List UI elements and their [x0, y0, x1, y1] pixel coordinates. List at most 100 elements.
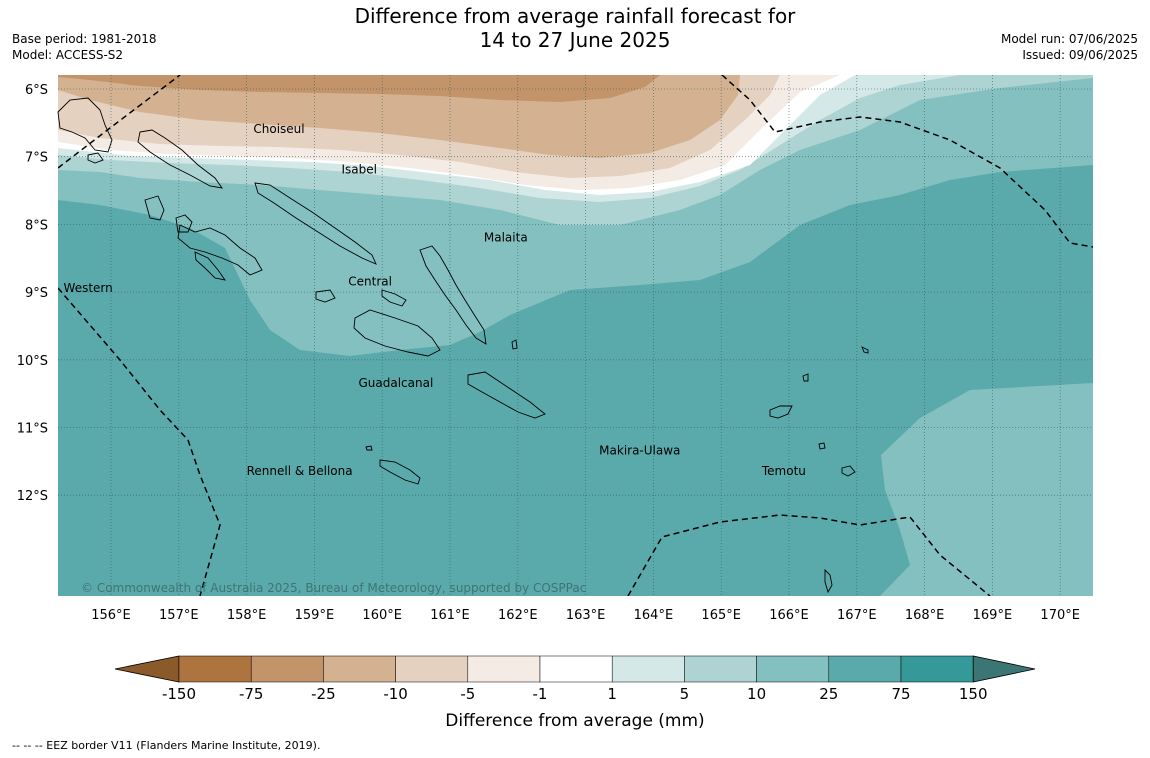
lat-label: 11°S	[17, 422, 48, 437]
island-vella-lavella	[175, 214, 193, 233]
island-santa-cruz	[769, 405, 793, 419]
lon-label: 167°E	[837, 608, 877, 623]
eez-border-northeast	[721, 75, 1093, 248]
island-makira	[467, 371, 546, 419]
colorbar-tick-label: -5	[460, 685, 475, 703]
colorbar-segment	[900, 655, 974, 683]
island-vanikoro	[841, 465, 856, 477]
meta-right: Model run: 07/06/2025 Issued: 09/06/2025	[1001, 31, 1138, 63]
colorbar-tick-label: -25	[311, 685, 336, 703]
rainfall-shading	[58, 75, 1093, 596]
lon-label: 170°E	[1040, 608, 1080, 623]
lon-label: 158°E	[227, 608, 267, 623]
island-bellona	[365, 445, 373, 451]
islands	[57, 97, 869, 594]
island-ulawa	[511, 339, 518, 350]
colorbar-tick-label: 25	[819, 685, 838, 703]
lat-label: 12°S	[17, 489, 48, 504]
band-10-25-southeast	[880, 383, 1093, 596]
island-choiseul	[137, 129, 223, 189]
lon-label: 169°E	[973, 608, 1013, 623]
colorbar-tick-label: 5	[680, 685, 690, 703]
island-new-georgia	[177, 224, 263, 276]
lon-label: 165°E	[701, 608, 741, 623]
region-label: Temotu	[761, 464, 806, 478]
longitude-labels: 156°E 157°E 158°E 159°E 160°E 161°E 162°E 163°E…	[91, 608, 1080, 623]
colorbar-segment	[323, 655, 396, 683]
colorbar-title: Difference from average (mm)	[445, 711, 704, 731]
colorbar-extend-low	[114, 655, 180, 683]
lat-label: 10°S	[17, 354, 48, 369]
issued-date: Issued: 09/06/2025	[1022, 48, 1138, 62]
region-label: Central	[348, 274, 392, 288]
colorbar-segment	[611, 655, 685, 683]
colorbar-tick-label: 75	[891, 685, 910, 703]
meta-left: Base period: 1981-2018 Model: ACCESS-S2	[12, 31, 157, 63]
lon-label: 163°E	[566, 608, 606, 623]
eez-border-south	[627, 514, 991, 596]
eez-borders	[58, 75, 1093, 596]
region-label: Isabel	[342, 163, 377, 177]
region-labels: Choiseul Isabel Malaita Western Central Guada…	[64, 122, 806, 478]
lon-label: 166°E	[769, 608, 809, 623]
latitude-labels: 6°S 7°S 8°S 9°S 10°S 11°S 12°S	[17, 83, 48, 504]
island-ranongga	[144, 195, 165, 221]
title-line-1: Difference from average rainfall forecas…	[354, 4, 796, 28]
colorbar: -150 -75 -25 -10 -5 -1 1 5 10 25 75 150	[114, 655, 1036, 703]
island-rendova	[194, 251, 227, 281]
colorbar-segment	[467, 655, 541, 683]
region-label: Makira-Ulawa	[599, 444, 680, 458]
island-rennell	[379, 459, 421, 485]
colorbar-segment	[250, 655, 324, 683]
colorbar-tick-label: 1	[607, 685, 617, 703]
region-label: Rennell & Bellona	[247, 464, 353, 478]
colorbar-extend-high	[972, 655, 1036, 683]
model-run: Model run: 07/06/2025	[1000, 32, 1138, 46]
model-name: Model: ACCESS-S2	[12, 48, 124, 62]
lat-label: 9°S	[25, 286, 48, 301]
island-russell	[381, 289, 407, 307]
lon-label: 156°E	[91, 608, 131, 623]
lon-label: 160°E	[362, 608, 402, 623]
colorbar-segment	[539, 655, 613, 683]
colorbar-segment	[828, 655, 902, 683]
lat-label: 6°S	[25, 83, 48, 98]
lon-label: 162°E	[498, 608, 538, 623]
lon-label: 168°E	[905, 608, 945, 623]
rainfall-map: 6°S 7°S 8°S 9°S 10°S 11°S 12°S 156°E 157°E 158°E…	[17, 75, 1093, 731]
island-malaita	[419, 245, 487, 345]
colorbar-tick-label: 150	[959, 685, 988, 703]
lon-label: 161°E	[430, 608, 470, 623]
lon-label: 164°E	[634, 608, 674, 623]
island-florida	[315, 289, 336, 303]
region-label: Choiseul	[253, 122, 304, 136]
copyright-text: © Commonwealth of Australia 2025, Bureau…	[81, 581, 586, 595]
region-label: Guadalcanal	[358, 376, 433, 390]
island-bougainville	[57, 97, 113, 153]
region-label: Western	[64, 281, 113, 295]
band-minus75-minus25	[58, 75, 660, 102]
base-period: Base period: 1981-2018	[12, 32, 157, 46]
island-shortland	[87, 152, 104, 164]
colorbar-segment	[756, 655, 830, 683]
chart-title: Difference from average rainfall forecas…	[0, 4, 1150, 52]
region-label: Malaita	[484, 230, 528, 244]
island-guadalcanal	[353, 309, 441, 357]
colorbar-tick-label: 10	[747, 685, 766, 703]
island-reef-islands	[802, 373, 809, 382]
eez-border-west	[58, 287, 221, 596]
title-line-2: 14 to 27 June 2025	[479, 28, 671, 52]
island-isabel	[254, 182, 377, 265]
colorbar-tick-label: -150	[162, 685, 196, 703]
lon-label: 159°E	[295, 608, 335, 623]
colorbar-segment	[395, 655, 469, 683]
lon-label: 157°E	[159, 608, 199, 623]
colorbar-tick-label: -75	[239, 685, 264, 703]
colorbar-segment	[178, 655, 252, 683]
eez-footnote: -- -- -- EEZ border V11 (Flanders Marine…	[12, 739, 321, 752]
colorbar-tick-label: -1	[533, 685, 548, 703]
lat-label: 7°S	[25, 151, 48, 166]
island-duff	[861, 346, 869, 354]
colorbar-tick-label: -10	[383, 685, 408, 703]
colorbar-segment	[684, 655, 757, 683]
